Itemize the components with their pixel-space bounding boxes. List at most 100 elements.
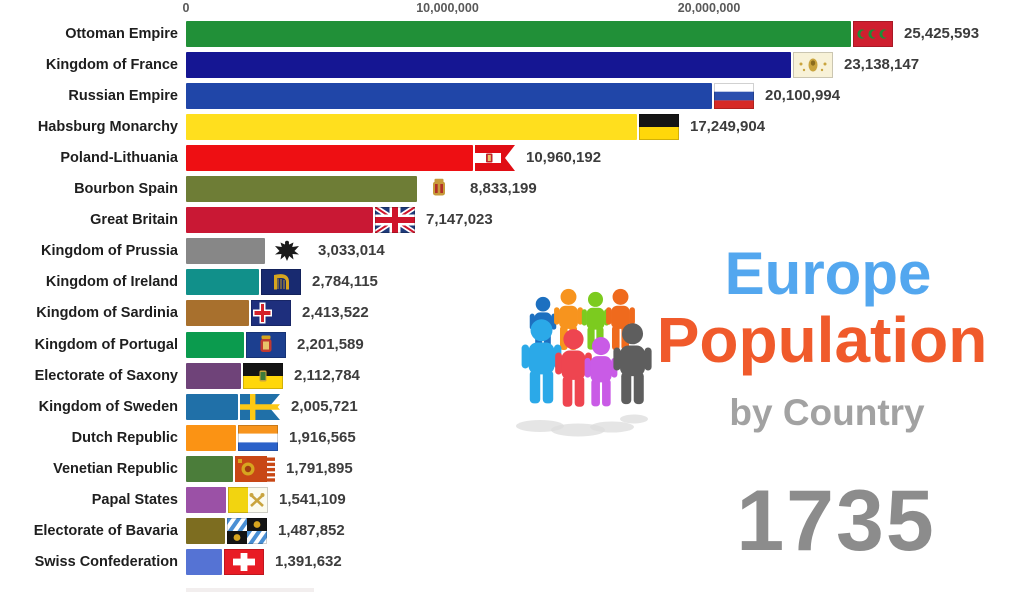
country-label: Venetian Republic <box>53 461 178 477</box>
population-bar <box>186 21 851 47</box>
spain-flag-icon <box>433 178 445 196</box>
value-label: 8,833,199 <box>470 180 537 197</box>
value-label: 2,201,589 <box>297 336 364 353</box>
population-bar <box>186 487 226 513</box>
country-label: Russian Empire <box>68 88 178 104</box>
bar-row: Great Britain 7,147,023 <box>0 207 1024 233</box>
population-bar <box>186 269 259 295</box>
saxony-flag-icon <box>243 363 283 389</box>
title-by-country: by Country <box>729 392 925 433</box>
population-bar <box>186 52 791 78</box>
value-label: 1,791,895 <box>286 460 353 477</box>
value-label: 1,916,565 <box>289 429 356 446</box>
bar-row: Swiss Confederation 1,391,632 <box>0 549 1024 575</box>
value-label: 2,413,522 <box>302 304 369 321</box>
poland-flag-icon <box>475 145 515 171</box>
country-label: Kingdom of Sardinia <box>36 305 178 321</box>
bar-row: Kingdom of Ireland 2,784,115 <box>0 269 1024 295</box>
bar-row: Kingdom of Sardinia 2,413,522 <box>0 300 1024 326</box>
population-bar <box>186 145 473 171</box>
bar-row: Ottoman Empire 25,425,593 <box>0 21 1024 47</box>
value-label: 1,391,632 <box>275 553 342 570</box>
bar-row: Poland-Lithuania 10,960,192 <box>0 145 1024 171</box>
swiss-flag-icon <box>224 549 264 575</box>
country-label: Kingdom of Sweden <box>38 399 178 415</box>
value-label: 25,425,593 <box>904 25 980 42</box>
population-bar <box>186 549 222 575</box>
country-label: Habsburg Monarchy <box>37 119 178 135</box>
papal-flag-icon <box>228 487 268 513</box>
population-bar <box>186 332 244 358</box>
bar-row: Venetian Republic 1,791,895 <box>0 456 1024 482</box>
value-label: 3,033,014 <box>318 242 385 259</box>
value-label: 2,112,784 <box>294 367 360 384</box>
country-label: Great Britain <box>90 212 178 228</box>
country-label: Kingdom of Portugal <box>34 337 178 353</box>
x-axis-tick: 10,000,000 <box>416 1 479 15</box>
country-label: Kingdom of Ireland <box>45 274 178 290</box>
population-bar <box>186 363 241 389</box>
country-label: Kingdom of France <box>45 57 178 73</box>
bar-row: Kingdom of France 23,138,147 <box>0 52 1024 78</box>
population-bar <box>186 176 417 202</box>
people-group-logo <box>516 288 652 437</box>
country-label: Electorate of Bavaria <box>33 523 178 539</box>
value-label: 23,138,147 <box>844 56 920 73</box>
sweden-flag-icon <box>240 394 280 420</box>
value-label: 10,960,192 <box>526 149 602 166</box>
habsburg-flag-icon <box>639 114 679 140</box>
population-bar <box>186 83 712 109</box>
next-bar-peek <box>186 588 314 592</box>
population-bar <box>186 207 373 233</box>
bar-row: Electorate of Saxony 2,112,784 <box>0 363 1024 389</box>
value-label: 2,784,115 <box>312 273 378 290</box>
year-label: 1735 <box>736 473 936 569</box>
bar-row: Kingdom of Prussia 3,033,014 <box>0 238 1024 264</box>
bar-row: Habsburg Monarchy 17,249,904 <box>0 114 1024 140</box>
bar-row: Papal States 1,541,109 <box>0 487 1024 513</box>
value-label: 1,487,852 <box>278 522 345 539</box>
value-label: 7,147,023 <box>426 211 493 228</box>
france-flag-icon <box>793 52 833 78</box>
dutch-flag-icon <box>238 425 278 451</box>
value-label: 20,100,994 <box>765 87 841 104</box>
sardinia-flag-icon <box>251 300 291 326</box>
title-population: Population <box>656 304 988 376</box>
value-label: 1,541,109 <box>279 491 346 508</box>
ottoman-flag-icon <box>853 21 893 47</box>
population-bar <box>186 425 236 451</box>
population-bar <box>186 300 249 326</box>
country-label: Papal States <box>91 492 178 508</box>
country-label: Dutch Republic <box>71 430 178 446</box>
population-bar <box>186 456 233 482</box>
bar-row: Electorate of Bavaria 1,487,852 <box>0 518 1024 544</box>
country-label: Kingdom of Prussia <box>41 243 178 259</box>
country-label: Electorate of Saxony <box>34 368 178 384</box>
bavaria-flag-icon <box>227 518 267 544</box>
russia-flag-icon <box>714 83 754 109</box>
country-label: Poland-Lithuania <box>60 150 178 166</box>
population-bar <box>186 238 265 264</box>
country-label: Bourbon Spain <box>74 181 178 197</box>
population-bar <box>186 114 637 140</box>
x-axis-tick: 20,000,000 <box>677 1 741 15</box>
bar-row: Russian Empire 20,100,994 <box>0 83 1024 109</box>
venice-flag-icon <box>235 456 275 482</box>
x-axis-tick: 0 <box>182 1 190 15</box>
gb-flag-icon <box>375 207 415 233</box>
population-bar <box>186 518 225 544</box>
population-bar <box>186 394 238 420</box>
bar-row: Kingdom of Sweden 2,005,721 <box>0 394 1024 420</box>
bar-row: Kingdom of Portugal 2,201,589 <box>0 332 1024 358</box>
bar-row: Bourbon Spain 8,833,199 <box>0 176 1024 202</box>
country-label: Swiss Confederation <box>34 554 178 570</box>
ireland-flag-icon <box>261 269 301 295</box>
portugal-flag-icon <box>246 332 286 358</box>
value-label: 2,005,721 <box>291 398 358 415</box>
value-label: 17,249,904 <box>690 118 766 135</box>
country-label: Ottoman Empire <box>65 26 178 42</box>
prussia-flag-icon <box>275 240 299 261</box>
title-europe: Europe <box>724 240 932 307</box>
bar-row: Dutch Republic 1,916,565 <box>0 425 1024 451</box>
